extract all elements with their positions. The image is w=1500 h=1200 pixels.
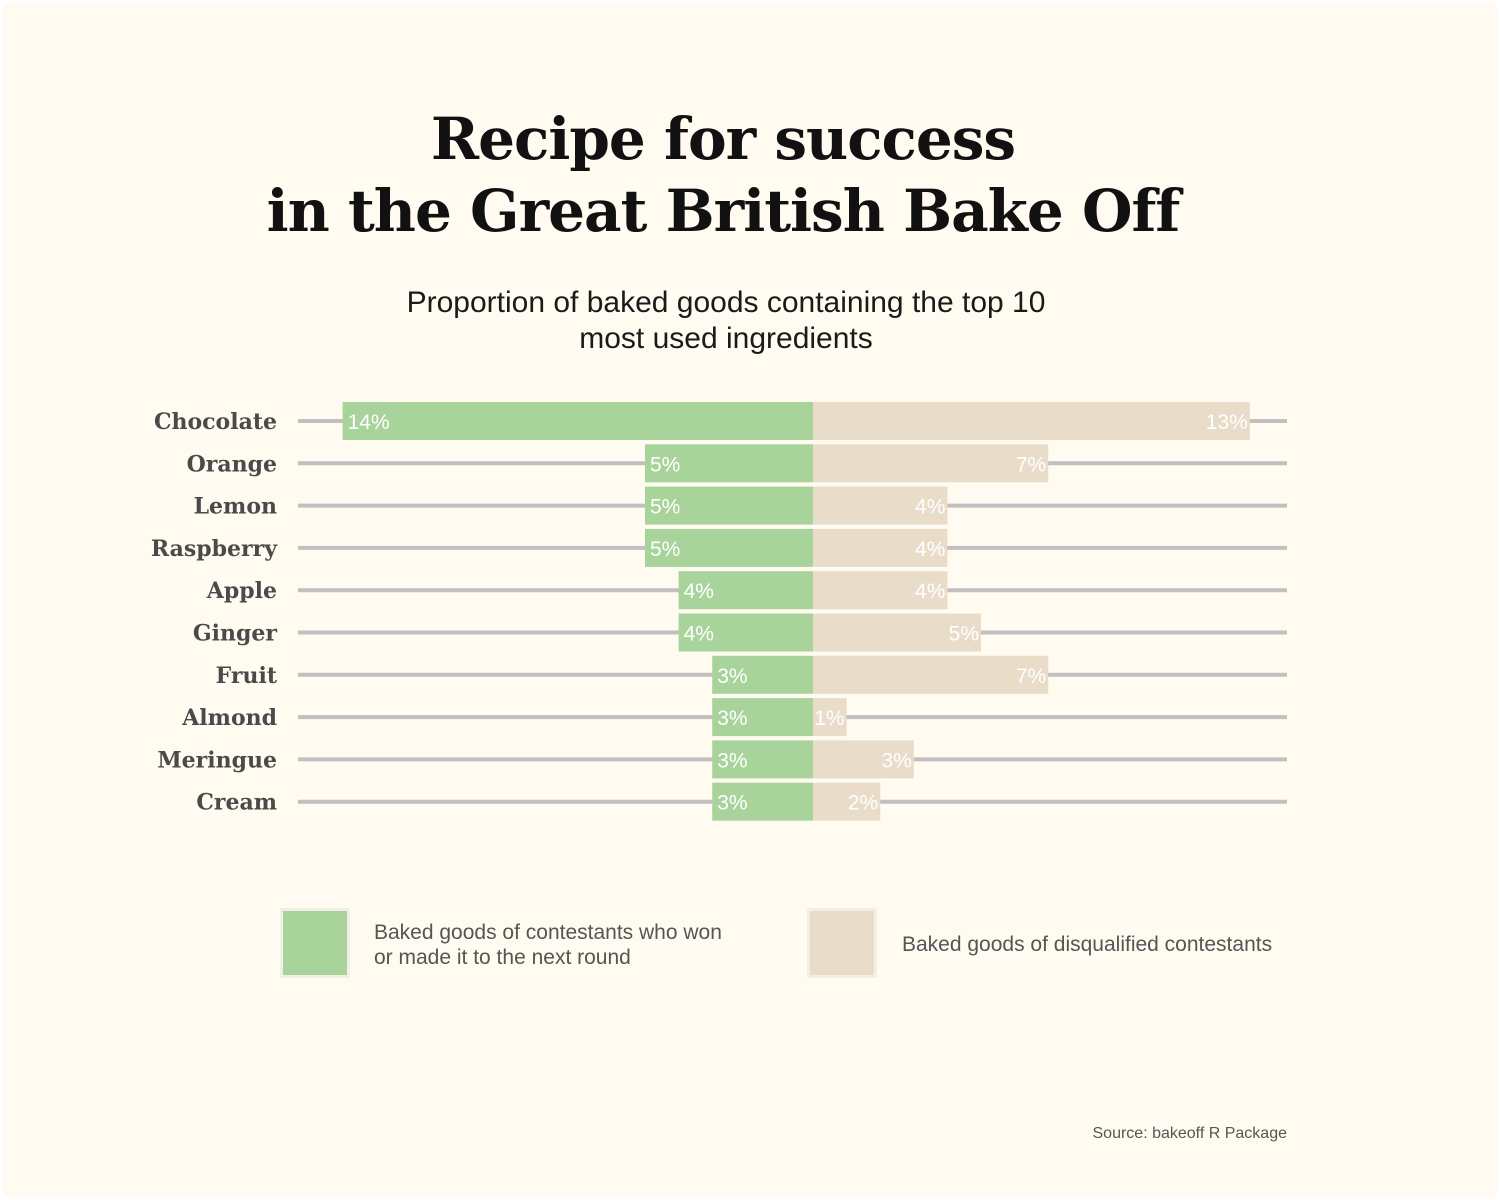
bar-winners-fruit [712,655,813,694]
source-note: Source: bakeoff R Package [1092,1125,1288,1142]
bar-label-winners-orange: 5% [650,453,680,476]
bar-winners-ginger [678,613,813,652]
bar-disqualified-apple [813,571,948,610]
bar-label-winners-lemon: 5% [650,496,680,519]
legend-swatch-winners [280,908,350,978]
legend-swatch-disqualified [807,908,877,978]
category-label-ginger: Ginger [193,621,278,647]
bar-disqualified-raspberry [813,528,948,567]
bar-label-disqualified-orange: 7% [1016,453,1046,476]
bar-disqualified-lemon [813,486,948,525]
bar-winners-chocolate [342,402,813,440]
category-label-lemon: Lemon [194,494,277,520]
chart-page: Recipe for success in the Great British … [3,3,1497,1197]
category-label-chocolate: Chocolate [154,409,277,435]
bar-disqualified-meringue [813,740,914,779]
bar-winners-apple [678,571,813,610]
legend-label-winners: Baked goods of contestants who won or ma… [374,920,722,970]
category-label-meringue: Meringue [157,747,277,773]
chart-subtitle-line-2: most used ingredients [579,322,873,355]
chart-title: Recipe for success in the Great British … [3,103,1443,247]
bar-label-winners-almond: 3% [717,707,747,730]
bar-label-disqualified-fruit: 7% [1016,665,1046,688]
bar-label-disqualified-lemon: 4% [915,496,945,519]
category-label-apple: Apple [206,578,277,604]
chart-title-line-1: Recipe for success [430,105,1016,173]
category-label-fruit: Fruit [216,663,278,689]
bar-winners-orange [645,444,813,483]
bar-label-disqualified-ginger: 5% [949,623,979,646]
bar-label-disqualified-chocolate: 13% [1206,411,1248,434]
bar-label-disqualified-cream: 2% [848,792,878,815]
bar-winners-cream [712,782,813,821]
bar-label-winners-cream: 3% [717,792,747,815]
bar-winners-almond [712,698,813,737]
bar-winners-meringue [712,740,813,779]
bar-disqualified-fruit [813,655,1049,694]
bar-disqualified-almond [813,698,847,737]
bar-label-disqualified-almond: 1% [814,707,844,730]
bar-disqualified-chocolate [813,402,1250,440]
bar-disqualified-ginger [813,613,981,652]
bar-label-winners-fruit: 3% [717,665,747,688]
bar-label-disqualified-raspberry: 4% [915,538,945,561]
category-label-orange: Orange [187,451,277,477]
bar-label-winners-raspberry: 5% [650,538,680,561]
bar-label-winners-meringue: 3% [717,749,747,772]
bar-label-winners-ginger: 4% [684,623,714,646]
legend-label-disqualified: Baked goods of disqualified contestants [902,933,1273,956]
bar-label-winners-apple: 4% [684,580,714,603]
bar-winners-lemon [645,486,813,525]
bar-label-disqualified-meringue: 3% [881,749,911,772]
bar-label-winners-chocolate: 14% [348,411,390,434]
chart-title-line-2: in the Great British Bake Off [266,177,1181,245]
legend-label-winners-line-2: or made it to the next round [374,946,631,969]
chart-subtitle: Proportion of baked goods containing the… [3,285,1449,357]
bar-label-disqualified-apple: 4% [915,580,945,603]
bar-disqualified-cream [813,782,881,821]
category-label-cream: Cream [196,790,277,816]
category-label-raspberry: Raspberry [151,536,278,562]
chart-subtitle-line-1: Proportion of baked goods containing the… [406,286,1046,319]
legend-label-winners-line-1: Baked goods of contestants who won [374,921,722,944]
bar-disqualified-orange [813,444,1049,483]
bar-winners-raspberry [645,528,813,567]
category-label-almond: Almond [181,705,277,731]
